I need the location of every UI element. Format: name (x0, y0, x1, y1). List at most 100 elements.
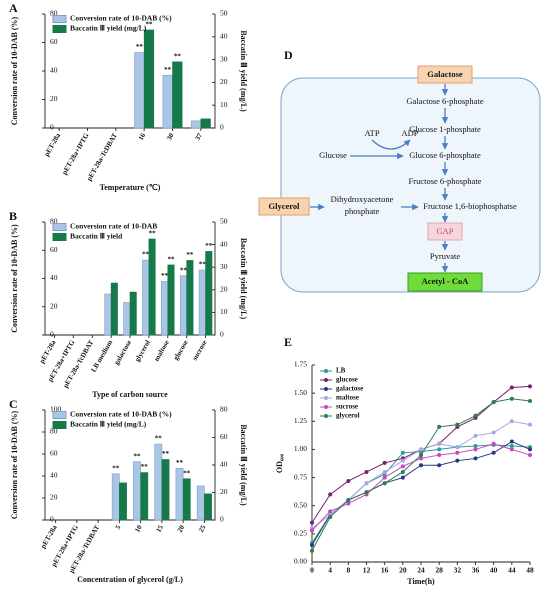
y-tick-label: 0 (50, 123, 54, 132)
node: Galactose 6-phosphate (406, 96, 483, 106)
y-tick-label: 40 (50, 66, 58, 75)
bar (186, 260, 194, 336)
y-tick-label: 50 (220, 217, 228, 226)
bar (198, 269, 206, 336)
data-point (346, 478, 351, 483)
data-point (455, 450, 460, 455)
x-tick-label: 8 (346, 566, 350, 575)
bar (143, 29, 155, 129)
data-point (509, 396, 514, 401)
node-box (427, 222, 463, 241)
data-point (528, 453, 532, 458)
legend-swatch (52, 25, 67, 33)
significance-label: ** (205, 242, 213, 250)
x-axis-title: Time(h) (407, 577, 435, 586)
data-point (328, 509, 333, 514)
y-tick-label: 1.25 (294, 416, 307, 425)
x-tick-label: glycerol (133, 339, 152, 363)
x-tick-label: 16 (381, 566, 389, 575)
significance-label: ** (199, 261, 207, 269)
y-tick-label: 10 (220, 100, 228, 109)
y-tick-label: 0.00 (294, 557, 307, 566)
node: Galactose (427, 69, 463, 79)
y-tick-label: 0.75 (294, 472, 307, 481)
legend-marker (324, 414, 328, 418)
legend-label: sucrose (336, 403, 358, 411)
y-axis-title: Conversion rate of 10-DAB (%) (10, 16, 19, 125)
data-point (528, 384, 532, 389)
x-tick-label: 28 (435, 566, 443, 575)
y-tick-label: 0.25 (294, 529, 307, 538)
bar (133, 461, 141, 521)
x-tick-label: 48 (526, 566, 534, 575)
data-point (364, 490, 369, 495)
data-point (491, 450, 496, 455)
y-tick-label: 60 (50, 245, 58, 254)
legend-label: glucose (336, 376, 358, 384)
significance-label: ** (145, 21, 153, 29)
cell-outline (280, 77, 541, 293)
data-point (528, 447, 532, 452)
node-box (417, 65, 473, 84)
y-tick-label: 20 (50, 301, 58, 310)
y-tick-label: 20 (220, 285, 228, 294)
data-point (328, 514, 333, 519)
y-tick-label: 20 (50, 94, 58, 103)
data-point (400, 450, 405, 455)
data-point (382, 475, 387, 480)
significance-label: ** (142, 251, 150, 259)
y-tick-label: 1.50 (294, 388, 307, 397)
x-tick-label: maltose (152, 339, 170, 363)
bar (142, 259, 150, 336)
bar (104, 293, 112, 336)
x-tick-label: 12 (363, 566, 371, 575)
data-point (437, 453, 442, 458)
significance-label: ** (180, 266, 188, 274)
node: Pyruvate (430, 251, 460, 261)
x-tick-label: 30 (165, 131, 176, 141)
data-point (400, 458, 405, 463)
data-point (382, 469, 387, 474)
x-tick-label: sucrose (191, 339, 209, 362)
x-tick-label: 44 (508, 566, 516, 575)
y-tick-label: 80 (220, 405, 228, 414)
x-tick-label: 5 (114, 523, 123, 530)
y-tick-label: 60 (50, 37, 58, 46)
significance-label: ** (134, 452, 142, 460)
significance-label: ** (176, 459, 184, 467)
bar (200, 118, 211, 129)
cofactor: ATP (364, 128, 379, 138)
x-tick-label: 4 (328, 566, 332, 575)
significance-label: ** (174, 52, 182, 60)
y-tick-label: 80 (50, 427, 58, 436)
data-point (419, 463, 423, 468)
legend-marker (324, 369, 328, 373)
bar (179, 275, 187, 336)
significance-label: ** (164, 66, 172, 74)
data-point (509, 385, 514, 390)
y-tick-label: 40 (50, 273, 58, 282)
x-tick-label: 15 (155, 523, 166, 533)
panel-label: B (9, 209, 17, 223)
x-tick-label: 25 (197, 523, 208, 533)
bar (204, 493, 212, 521)
x-tick-label: pET-28a-TcDBAT (85, 132, 119, 183)
pathway-diagram: D Galactose Galactose 6-phosphate Glucos… (258, 48, 541, 293)
legend-swatch (52, 223, 67, 231)
data-point (473, 433, 478, 438)
legend-marker (324, 396, 328, 400)
y-tick-label: 10 (220, 307, 228, 316)
data-point (491, 430, 496, 435)
data-point (400, 469, 405, 474)
data-point (400, 475, 405, 480)
legend-label: galactose (336, 385, 363, 393)
bar (119, 482, 127, 521)
data-point (509, 447, 514, 452)
node: Glycerol (269, 201, 301, 211)
bar (129, 291, 137, 336)
x-tick-label: 20 (176, 523, 187, 533)
significance-label: ** (167, 256, 175, 264)
bar (123, 302, 131, 336)
data-point (528, 422, 532, 427)
data-point (437, 424, 442, 429)
